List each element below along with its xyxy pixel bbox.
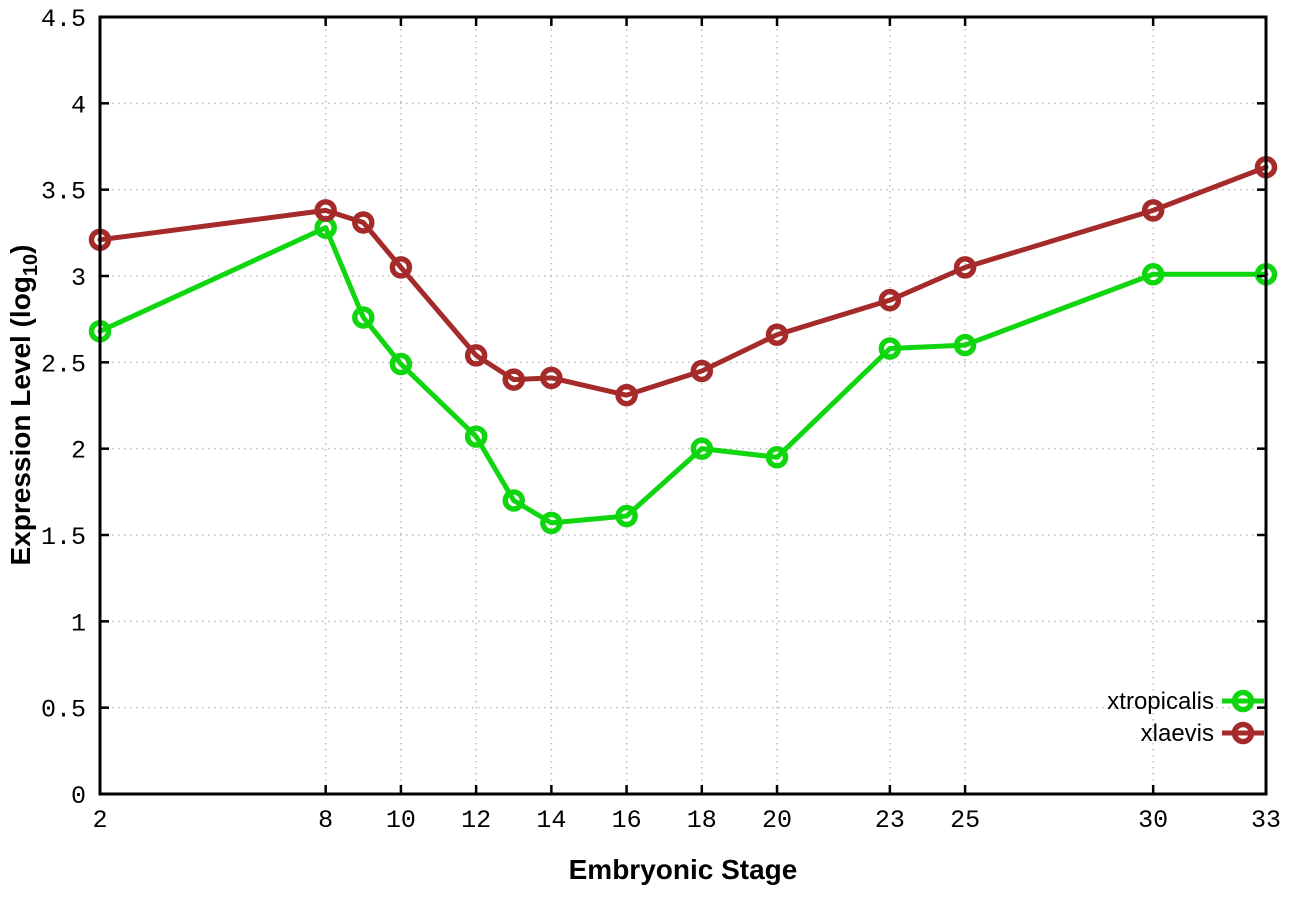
- legend-marker-xlaevis: [1231, 721, 1255, 745]
- data-point-xtropicalis: [615, 504, 638, 528]
- y-tick-label: 0: [71, 782, 86, 811]
- x-tick-label: 14: [536, 806, 566, 835]
- y-tick-label: 4.5: [41, 5, 86, 34]
- x-tick-label: 16: [612, 806, 642, 835]
- data-point-xlaevis: [502, 368, 525, 391]
- y-tick-label: 1: [71, 609, 86, 638]
- x-tick-label: 2: [92, 806, 107, 835]
- y-axis-title: Expression Level (log10): [5, 245, 42, 566]
- data-point-xlaevis: [1141, 199, 1165, 222]
- data-point-xtropicalis: [352, 306, 375, 329]
- x-tick-label: 8: [318, 806, 333, 835]
- y-tick-label: 2: [71, 437, 86, 466]
- y-axis-title-subscript: 10: [20, 254, 42, 276]
- data-point-xtropicalis: [540, 511, 563, 535]
- tick-labels: 2 8 10 12 14 16 18 20 23 25 30 33 0 0.5 1 1.5 2 2.5 3 3.5 4 4…: [41, 5, 1281, 835]
- y-tick-label: 4: [71, 91, 86, 120]
- data-point-xtropicalis: [953, 333, 977, 357]
- data-point-xlaevis: [953, 256, 977, 279]
- data-point-xlaevis: [540, 366, 563, 390]
- x-tick-label: 25: [950, 806, 980, 835]
- y-tick-label: 3: [71, 264, 86, 293]
- axis-ticks: [98, 15, 1268, 796]
- x-axis-title: Embryonic Stage: [569, 854, 798, 885]
- x-tick-label: 30: [1138, 806, 1168, 835]
- legend: xtropicalis xlaevis: [1107, 688, 1264, 747]
- series-line-xlaevis: [97, 164, 1269, 398]
- data-point-xlaevis: [615, 383, 638, 407]
- x-tick-label: 10: [386, 806, 416, 835]
- data-point-xlaevis: [389, 256, 413, 279]
- data-point-xtropicalis: [464, 425, 488, 448]
- legend-label-xtropicalis: xtropicalis: [1107, 688, 1214, 715]
- x-tick-label: 18: [687, 806, 717, 835]
- legend-marker-xtropicalis: [1231, 689, 1255, 713]
- plot-border: [98, 15, 1268, 796]
- data-point-xlaevis: [314, 199, 337, 222]
- x-tick-label: 33: [1251, 806, 1281, 835]
- y-tick-label: 1.5: [41, 523, 86, 552]
- y-tick-label: 3.5: [41, 178, 86, 207]
- data-point-xlaevis: [464, 344, 488, 367]
- data-point-xlaevis: [352, 211, 375, 234]
- data-point-xtropicalis: [765, 446, 789, 469]
- data-point-xlaevis: [878, 288, 902, 312]
- data-point-xlaevis: [690, 359, 714, 383]
- y-tick-label: 2.5: [41, 350, 86, 379]
- y-tick-label: 0.5: [41, 696, 86, 725]
- data-point-xtropicalis: [690, 437, 714, 460]
- data-point-xtropicalis: [1141, 263, 1165, 286]
- data-point-xlaevis: [765, 323, 789, 346]
- x-tick-label: 12: [461, 806, 491, 835]
- x-tick-label: 20: [762, 806, 792, 835]
- y-axis-title-end: ): [5, 245, 36, 254]
- data-point-xtropicalis: [389, 352, 413, 376]
- legend-label-xlaevis: xlaevis: [1141, 720, 1214, 747]
- data-point-xtropicalis: [878, 337, 902, 360]
- gridlines: [100, 17, 1266, 794]
- x-tick-label: 23: [875, 806, 905, 835]
- y-axis-title-main: Expression Level (log: [5, 276, 36, 565]
- data-point-xtropicalis: [502, 489, 525, 512]
- data-series: [88, 155, 1278, 535]
